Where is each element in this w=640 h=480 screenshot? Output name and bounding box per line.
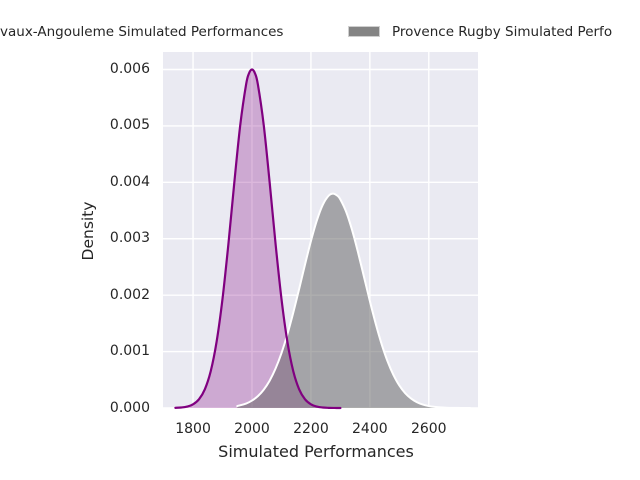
x-tick-label: 2600 bbox=[410, 421, 447, 437]
x-tick-label: 2200 bbox=[293, 421, 329, 437]
kde-line-1 bbox=[236, 192, 472, 409]
kde-line-0 bbox=[174, 68, 342, 410]
x-tick-label: 1800 bbox=[175, 421, 211, 437]
legend-label-soyaux-angouleme: vaux-Angouleme Simulated Performances bbox=[0, 24, 284, 40]
y-tick-label: 0.003 bbox=[109, 230, 150, 247]
x-tick-label: 2000 bbox=[234, 421, 270, 437]
y-tick-label: 0.006 bbox=[109, 60, 150, 77]
legend-label-provence-rugby: Provence Rugby Simulated Perfo bbox=[392, 24, 613, 40]
y-axis-label: Density bbox=[79, 201, 97, 261]
provence-legend-swatch bbox=[348, 26, 380, 37]
y-tick-label: 0.001 bbox=[109, 343, 150, 360]
y-tick-label: 0.004 bbox=[109, 173, 150, 190]
y-tick-label: 0.005 bbox=[109, 117, 150, 134]
y-tick-label: 0.000 bbox=[109, 399, 150, 416]
kde-fill-0 bbox=[175, 69, 341, 409]
x-tick-label: 2400 bbox=[352, 421, 388, 437]
kde-fill-1 bbox=[237, 193, 471, 408]
y-tick-label: 0.002 bbox=[109, 286, 150, 303]
x-axis-label: Simulated Performances bbox=[218, 442, 414, 461]
